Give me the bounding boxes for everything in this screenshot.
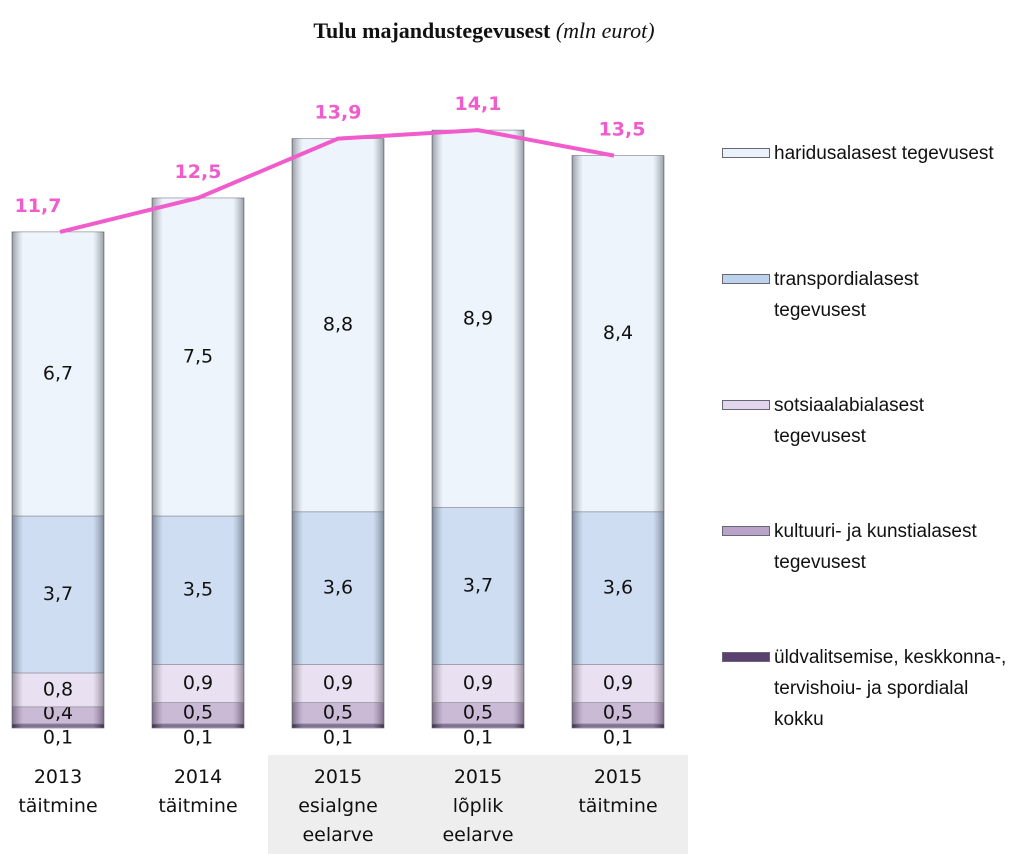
legend-label: sotsiaalabialasest tegevusest — [774, 395, 924, 447]
title-text: Tulu majandustegevusest — [313, 18, 551, 43]
bar-shade — [12, 723, 104, 728]
data-label: 0,1 — [603, 727, 633, 749]
bar-shade — [572, 664, 664, 703]
x-tick-label: 2014 täitmine — [158, 766, 237, 817]
x-tick-line: esialgne — [298, 795, 378, 817]
x-tick-line: 2015 — [594, 766, 642, 788]
data-label: 8,4 — [603, 322, 633, 344]
x-tick-line: 2015 — [314, 766, 362, 788]
bar-shade — [432, 664, 524, 703]
bar-shade — [152, 198, 244, 516]
bar-shade — [152, 664, 244, 703]
legend-item: haridusalasest tegevusest — [722, 140, 1012, 266]
data-label: 0,1 — [463, 727, 493, 749]
chart-title: Tulu majandustegevusest (mln eurot) — [313, 18, 654, 43]
legend-label: üldvalitsemise, keskkonna-, tervishoiu- … — [774, 647, 1007, 730]
x-tick-line: täitmine — [158, 795, 237, 817]
total-label: 13,9 — [315, 102, 362, 124]
legend-swatch — [722, 652, 770, 662]
total-label: 11,7 — [15, 195, 62, 217]
bar-shade — [432, 507, 524, 665]
legend-item: kultuuri- ja kunstialasest tegevusest — [722, 518, 1012, 644]
x-tick-line: lõplik — [453, 795, 504, 817]
data-label: 8,9 — [463, 307, 493, 329]
legend-item: üldvalitsemise, keskkonna-, tervishoiu- … — [722, 644, 1012, 770]
data-label: 0,1 — [183, 727, 213, 749]
data-label: 0,5 — [323, 702, 353, 724]
x-tick-line: 2013 — [34, 766, 82, 788]
data-label: 7,5 — [183, 346, 213, 368]
total-label: 13,5 — [599, 119, 646, 141]
bar-shade — [432, 130, 524, 508]
legend-label: transpordialasest tegevusest — [774, 269, 919, 321]
x-tick-line: täitmine — [578, 795, 657, 817]
legend-swatch — [722, 274, 770, 284]
data-label: 0,9 — [183, 672, 213, 694]
bar-shade — [572, 155, 664, 512]
legend-label: haridusalasest tegevusest — [774, 143, 994, 164]
data-label: 3,7 — [43, 583, 73, 605]
bar-shade — [12, 706, 104, 724]
bar-shade — [12, 672, 104, 707]
legend-swatch — [722, 526, 770, 536]
legend-swatch — [722, 400, 770, 410]
data-label: 0,4 — [43, 702, 73, 724]
total-line — [59, 128, 615, 234]
bar-shade — [152, 702, 244, 724]
x-tick-label: 2015 lõplik eelarve — [442, 766, 513, 846]
bar-shade — [12, 516, 104, 673]
x-tick-label: 2013 täitmine — [18, 766, 97, 817]
data-label: 0,5 — [183, 702, 213, 724]
data-label: 8,8 — [323, 314, 353, 336]
category-highlight — [268, 755, 688, 854]
bar-shade — [292, 511, 384, 665]
data-label: 0,9 — [603, 672, 633, 694]
x-tick-line: eelarve — [442, 824, 513, 846]
bar-shade — [572, 511, 664, 665]
bar-shade — [292, 702, 384, 724]
bar-shade — [152, 723, 244, 728]
data-label: 3,5 — [183, 579, 213, 601]
data-label: 0,5 — [463, 702, 493, 724]
total-label: 14,1 — [455, 93, 502, 115]
data-label: 0,1 — [43, 727, 73, 749]
data-label: 6,7 — [43, 362, 73, 384]
x-tick-label: 2015 täitmine — [578, 766, 657, 817]
legend-item: sotsiaalabialasest tegevusest — [722, 392, 1012, 518]
bar-shade — [292, 664, 384, 703]
subtitle: (mln eurot) — [556, 18, 655, 43]
bar-shade — [432, 723, 524, 728]
data-label: 0,8 — [43, 678, 73, 700]
legend-item: transpordialasest tegevusest — [722, 266, 1012, 392]
data-label: 0,5 — [603, 702, 633, 724]
data-label: 3,6 — [323, 577, 353, 599]
data-label: 3,6 — [603, 577, 633, 599]
x-tick-line: eelarve — [302, 824, 373, 846]
data-label: 0,9 — [323, 672, 353, 694]
x-tick-label: 2015 esialgne eelarve — [298, 766, 378, 846]
data-label: 3,7 — [463, 574, 493, 596]
x-tick-line: täitmine — [18, 795, 97, 817]
bar-shade — [572, 702, 664, 724]
bar-shade — [572, 723, 664, 728]
bar-shade — [292, 138, 384, 512]
bar-shade — [12, 231, 104, 517]
bar-shade — [432, 702, 524, 724]
legend-label: kultuuri- ja kunstialasest tegevusest — [774, 521, 977, 573]
legend: haridusalasest tegevusest transpordialase… — [722, 140, 1012, 770]
data-label: 0,1 — [323, 727, 353, 749]
legend-swatch — [722, 148, 770, 158]
x-tick-line: 2015 — [454, 766, 502, 788]
x-tick-line: 2014 — [174, 766, 222, 788]
bar-shade — [152, 516, 244, 665]
data-label: 0,9 — [463, 672, 493, 694]
total-label: 12,5 — [175, 161, 222, 183]
bar-shade — [292, 723, 384, 728]
